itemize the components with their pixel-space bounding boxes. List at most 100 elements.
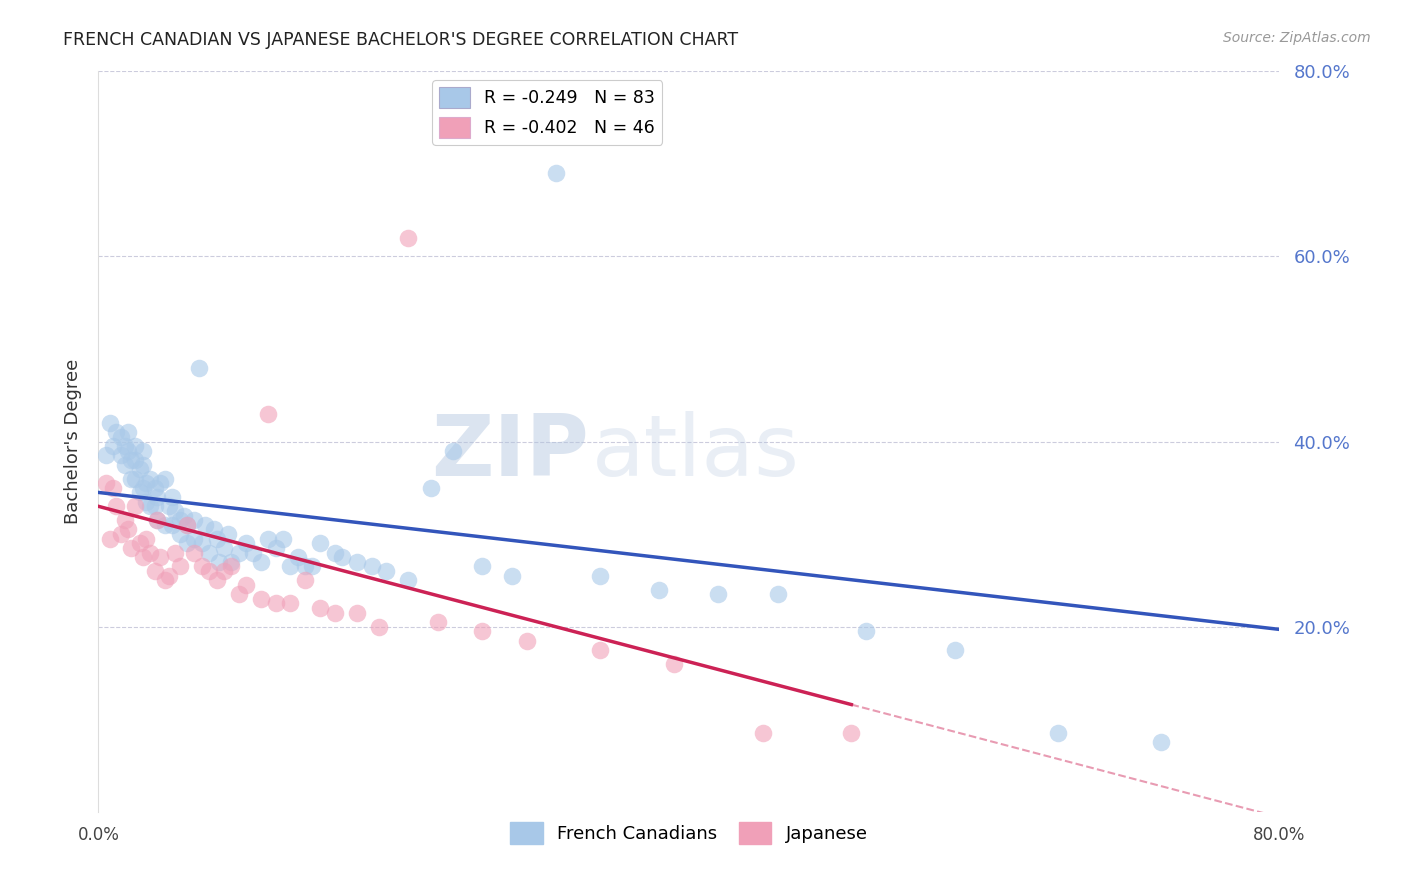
Point bbox=[176, 536, 198, 550]
Point bbox=[648, 582, 671, 597]
Point bbox=[110, 430, 132, 444]
Point bbox=[139, 500, 162, 514]
Point bbox=[169, 513, 191, 527]
Point bbox=[264, 597, 287, 611]
Point bbox=[103, 481, 125, 495]
Point bbox=[368, 619, 391, 633]
Point bbox=[143, 500, 166, 514]
Point bbox=[173, 508, 195, 523]
Point bbox=[323, 606, 346, 620]
Point bbox=[146, 513, 169, 527]
Point bbox=[589, 568, 612, 582]
Point bbox=[149, 476, 172, 491]
Point bbox=[124, 500, 146, 514]
Point bbox=[707, 587, 730, 601]
Point bbox=[208, 555, 231, 569]
Point bbox=[132, 481, 155, 495]
Point bbox=[212, 564, 235, 578]
Point bbox=[375, 564, 398, 578]
Point bbox=[124, 472, 146, 486]
Point bbox=[114, 439, 136, 453]
Point bbox=[202, 523, 225, 537]
Point bbox=[94, 449, 117, 463]
Point bbox=[257, 532, 280, 546]
Point bbox=[250, 555, 273, 569]
Point bbox=[264, 541, 287, 555]
Point bbox=[114, 458, 136, 472]
Point bbox=[110, 527, 132, 541]
Point bbox=[257, 407, 280, 421]
Point bbox=[153, 574, 176, 588]
Point bbox=[360, 559, 382, 574]
Text: Source: ZipAtlas.com: Source: ZipAtlas.com bbox=[1223, 31, 1371, 45]
Point bbox=[183, 532, 205, 546]
Point bbox=[235, 536, 257, 550]
Point bbox=[117, 443, 139, 458]
Y-axis label: Bachelor's Degree: Bachelor's Degree bbox=[63, 359, 82, 524]
Point bbox=[427, 615, 450, 629]
Point bbox=[143, 481, 166, 495]
Point bbox=[139, 472, 162, 486]
Point bbox=[287, 550, 309, 565]
Point bbox=[117, 523, 139, 537]
Point bbox=[943, 642, 966, 657]
Point bbox=[271, 532, 294, 546]
Point bbox=[330, 550, 353, 565]
Point bbox=[117, 425, 139, 440]
Point bbox=[157, 500, 180, 514]
Point bbox=[471, 624, 494, 639]
Point bbox=[346, 606, 368, 620]
Point bbox=[221, 555, 243, 569]
Point bbox=[191, 536, 214, 550]
Point bbox=[120, 472, 142, 486]
Point bbox=[139, 545, 162, 560]
Point bbox=[165, 504, 187, 518]
Text: ZIP: ZIP bbox=[430, 411, 589, 494]
Point bbox=[419, 481, 441, 495]
Point bbox=[124, 453, 146, 467]
Point bbox=[98, 416, 121, 430]
Point bbox=[135, 494, 157, 508]
Point bbox=[149, 550, 172, 565]
Point bbox=[169, 527, 191, 541]
Point bbox=[217, 527, 239, 541]
Text: atlas: atlas bbox=[592, 411, 800, 494]
Point bbox=[110, 449, 132, 463]
Point bbox=[309, 536, 332, 550]
Point bbox=[94, 476, 117, 491]
Point bbox=[146, 513, 169, 527]
Point bbox=[301, 559, 323, 574]
Point bbox=[128, 536, 150, 550]
Point bbox=[242, 545, 264, 560]
Point bbox=[294, 574, 316, 588]
Point bbox=[162, 517, 183, 532]
Point bbox=[114, 513, 136, 527]
Point bbox=[105, 500, 128, 514]
Point bbox=[546, 166, 568, 180]
Point bbox=[1150, 735, 1173, 749]
Legend: French Canadians, Japanese: French Canadians, Japanese bbox=[503, 814, 875, 851]
Point bbox=[855, 624, 877, 639]
Point bbox=[169, 559, 191, 574]
Point bbox=[752, 726, 775, 740]
Point bbox=[221, 559, 243, 574]
Point bbox=[323, 545, 346, 560]
Point bbox=[1046, 726, 1070, 740]
Point bbox=[105, 425, 128, 440]
Point bbox=[132, 443, 155, 458]
Point bbox=[280, 559, 302, 574]
Point bbox=[146, 490, 169, 504]
Point bbox=[162, 490, 183, 504]
Point bbox=[294, 559, 316, 574]
Point bbox=[187, 360, 209, 375]
Point bbox=[194, 517, 217, 532]
Point bbox=[153, 517, 176, 532]
Point bbox=[228, 545, 250, 560]
Point bbox=[143, 564, 166, 578]
Point bbox=[153, 472, 176, 486]
Point bbox=[516, 633, 538, 648]
Point bbox=[280, 597, 302, 611]
Point bbox=[398, 574, 420, 588]
Point bbox=[183, 513, 205, 527]
Point bbox=[124, 439, 146, 453]
